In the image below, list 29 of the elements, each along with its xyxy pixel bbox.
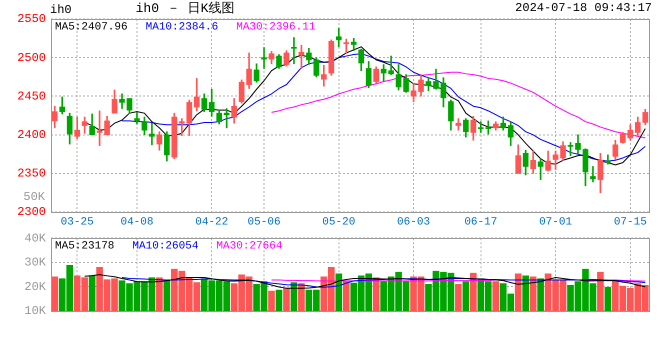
- text: MA10:2384.6: [146, 21, 218, 34]
- x-tick-label: 06-17: [464, 216, 498, 229]
- text: 50K: [23, 190, 45, 204]
- x-tick-label: 05-06: [248, 216, 281, 229]
- x-tick-label: 05-20: [322, 216, 356, 229]
- text: ih0: [50, 3, 72, 17]
- y-tick-label: 2350: [17, 166, 46, 181]
- y-tick-label: 2550: [17, 12, 46, 26]
- text: MA5:2407.96: [55, 21, 128, 34]
- y-tick-label: 20K: [24, 280, 47, 294]
- y-tick-label: 10K: [24, 304, 47, 318]
- y-tick-label: 2450: [17, 89, 46, 104]
- y-tick-label: 2300: [17, 205, 46, 220]
- x-tick-label: 04-08: [120, 216, 154, 229]
- y-tick-label: 30K: [24, 256, 47, 270]
- x-tick-label: 03-25: [60, 216, 94, 229]
- text: MA30:2396.11: [236, 21, 316, 34]
- x-tick-label: 07-15: [614, 216, 647, 229]
- text: MA30:27664: [216, 240, 283, 253]
- y-tick-label: 2500: [17, 50, 46, 65]
- x-tick-label: 07-01: [539, 216, 572, 229]
- chart-subtitle: 2024-07-18 09:43:17: [515, 1, 652, 15]
- y-tick-label: 2400: [17, 128, 46, 142]
- x-tick-label: 06-03: [397, 216, 430, 229]
- y-tick-label: 40K: [24, 231, 47, 246]
- text: MA10:26054: [132, 240, 199, 253]
- x-tick-label: 04-22: [195, 216, 228, 229]
- chart-title: ih0 － 日K线图: [134, 1, 236, 17]
- text: MA5:23178: [55, 240, 114, 253]
